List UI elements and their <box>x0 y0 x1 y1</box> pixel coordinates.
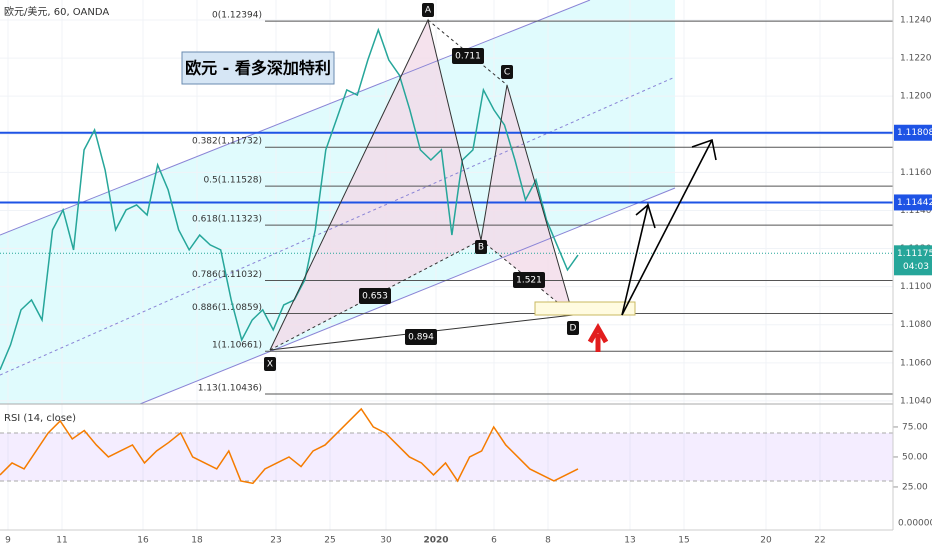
rsi-tick-label: 25.00 <box>902 482 928 492</box>
x-tick-label: 8 <box>545 536 551 546</box>
data-line <box>0 27 579 371</box>
price-badge <box>894 124 932 141</box>
fib-label: 0.618(1.11323) <box>192 215 262 225</box>
ratio-box <box>452 48 484 64</box>
x-tick-label: 23 <box>270 536 281 546</box>
banner: 欧元 - 看多深加特利 <box>185 59 331 78</box>
price-badge <box>894 194 932 211</box>
ratio-label: 0.894 <box>408 333 434 343</box>
arrow-2 <box>621 139 713 316</box>
point-box <box>422 3 434 17</box>
x-tick-label: 22 <box>814 536 825 546</box>
fib-label: 0.382(1.11732) <box>192 137 262 147</box>
x-tick-label: 16 <box>137 536 149 546</box>
point-box <box>567 321 579 335</box>
rsi-band <box>0 432 893 481</box>
point-box <box>501 65 513 79</box>
rsi-title: RSI (14, close) <box>4 413 76 424</box>
point-box <box>264 357 276 371</box>
price-pane <box>0 27 579 371</box>
ratio-label: 0.711 <box>455 52 481 62</box>
last-price-badge <box>894 245 932 276</box>
last-price-label: 1.11175 <box>897 249 932 259</box>
arrow-2-head <box>691 138 717 161</box>
rsi-tick-label: 50.00 <box>902 452 928 462</box>
fib-label: 0.886(1.10859) <box>192 303 262 313</box>
x-tick-label: 2020 <box>423 536 448 546</box>
arrow-1-head <box>635 204 649 216</box>
ratio-label: 0.653 <box>362 292 388 302</box>
axes: 1.124001.122001.120001.118001.116001.114… <box>5 15 932 546</box>
x-tick-label: 6 <box>491 536 497 546</box>
xb-line <box>269 239 482 351</box>
y-tick-label: 1.10600 <box>900 358 932 368</box>
point-label: B <box>478 243 484 253</box>
point-box <box>475 240 487 254</box>
x-tick-label: 9 <box>5 536 11 546</box>
data-line <box>0 407 579 485</box>
x-tick-label: 20 <box>760 536 772 546</box>
x-tick-label: 30 <box>380 536 392 546</box>
fib-label: 0.5(1.11528) <box>203 176 262 186</box>
up-arrow <box>587 322 609 352</box>
channel-lower <box>139 187 676 405</box>
y-tick-label: 1.12400 <box>900 15 932 25</box>
fib-label: 1.13(1.10436) <box>198 384 262 394</box>
x-tick-label: 18 <box>191 536 203 546</box>
y-tick-label: 1.10400 <box>900 396 932 406</box>
projection-arrows <box>621 138 717 316</box>
price-badge-label: 1.11442 <box>897 198 932 208</box>
x-tick-label: 15 <box>678 536 689 546</box>
y-tick-label: 1.11000 <box>900 282 932 292</box>
point-label: D <box>570 324 577 334</box>
ac-line <box>427 19 508 86</box>
y-tick-label: 1.12200 <box>900 54 932 64</box>
price-badge-label: 1.11808 <box>897 128 932 138</box>
point-label: X <box>267 360 273 370</box>
levels: 0(1.12394) 0.382(1.11732) 0.5(1.11528) 0.61… <box>0 11 893 395</box>
y-tick-label: 1.10800 <box>900 320 932 330</box>
channel-upper <box>0 0 591 236</box>
x-tick-label: 13 <box>624 536 635 546</box>
y-tick-label: 1.11400 <box>900 206 932 216</box>
point-label: A <box>425 6 432 16</box>
channel-mid <box>0 76 676 376</box>
y-tick-label: 1.11600 <box>900 168 932 178</box>
ratio-box <box>513 272 545 288</box>
target-zone <box>534 301 636 316</box>
fib-label: 1(1.10661) <box>212 341 262 351</box>
fib-label: 0.786(1.11032) <box>192 270 262 280</box>
banner-box <box>181 51 335 85</box>
x-tick-label: 11 <box>56 536 67 546</box>
fib-label: 0(1.12394) <box>212 11 262 21</box>
x-tick-label: 25 <box>324 536 335 546</box>
bottom-scale-label: 0.00000 <box>898 519 932 529</box>
pattern-xab <box>270 20 481 350</box>
ratio-box <box>359 288 391 304</box>
ratio-label: 1.521 <box>516 276 542 286</box>
annotations: X A B C D 0.711 0.653 1.521 0.894 <box>264 3 579 371</box>
symbol-title: 欧元/美元, 60, OANDA <box>4 5 109 18</box>
countdown: 04:03 <box>903 262 929 272</box>
rsi-tick-label: 75.00 <box>902 422 928 432</box>
rsi-pane: RSI (14, close) <box>0 407 898 488</box>
point-label: C <box>504 68 510 78</box>
y-tick-label: 1.12000 <box>900 92 932 102</box>
ratio-box <box>405 329 437 345</box>
